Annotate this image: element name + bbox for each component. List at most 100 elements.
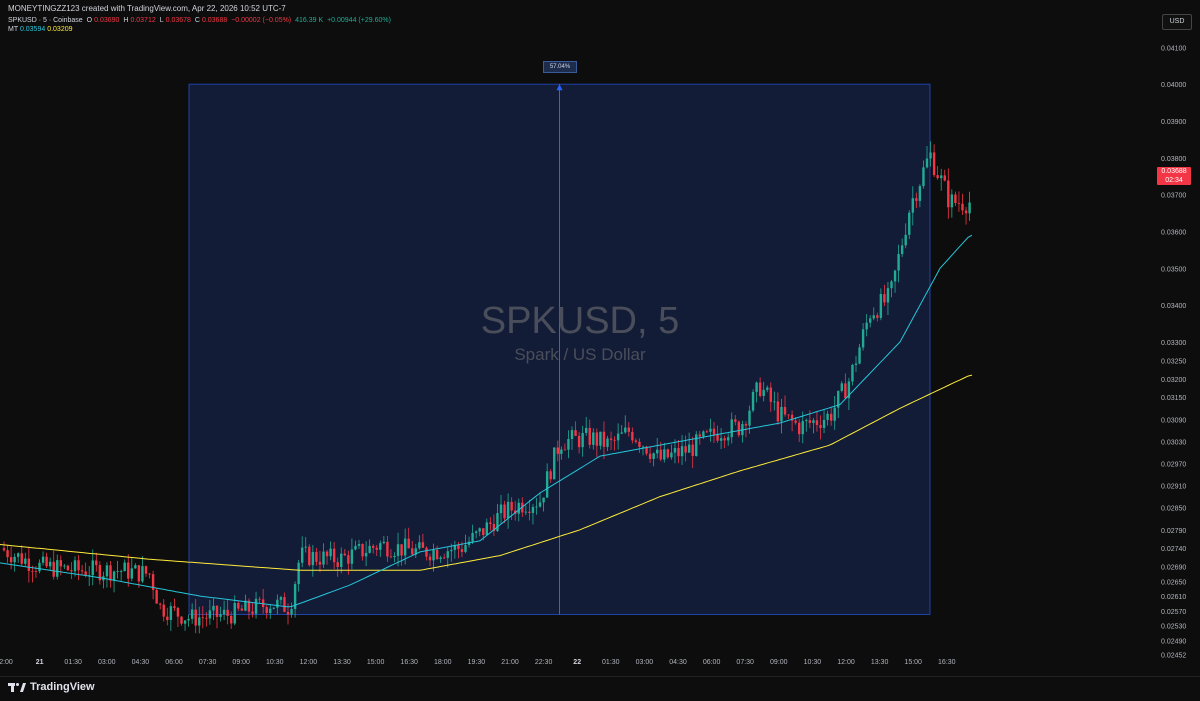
candle-body [577,435,581,448]
close-label: C [194,17,200,24]
candle-body [446,551,449,558]
candle-body [219,614,222,617]
candle-body [744,424,748,426]
x-axis-tick-label: 22 [573,659,581,666]
candle-body [876,315,879,318]
candle-body [361,544,364,557]
y-axis-tick-label: 0.02530 [1161,624,1186,631]
candle-body [329,548,332,557]
candle-body [563,449,567,451]
candle-body [382,541,386,544]
candle-body [357,544,361,546]
candle-body [496,513,499,532]
currency-button[interactable]: USD [1162,14,1192,30]
x-axis-tick-label: 18:00 [434,659,452,666]
candle-body [105,565,109,577]
x-axis-tick-label: 09:00 [232,659,250,666]
candle-body [251,611,254,614]
x-axis-tick-label: 19:30 [468,659,486,666]
candle-body [524,511,528,513]
candle-body [677,448,680,457]
volume-change-value: +0.00944 (+29.60%) [327,17,391,24]
candle-body [258,598,261,600]
measure-percent-label[interactable]: 57.04% [543,61,577,73]
candle-body [453,545,457,550]
candle-body [240,608,244,611]
candle-body [659,449,662,460]
candle-body [719,438,723,441]
candle-body [602,431,606,447]
candle-body [311,552,315,566]
candle-body [109,565,112,581]
candle-body [908,212,911,235]
candle-body [581,432,584,448]
candle-body [95,560,98,566]
ma-slow-value: 0.03209 [47,26,73,33]
candle-body [900,245,904,255]
measure-arrow-head [556,84,563,91]
candle-body [929,152,932,159]
candle-body [52,561,55,577]
y-axis-tick-label: 0.03400 [1161,303,1186,310]
candle-body [77,560,80,571]
candle-body [293,584,297,609]
candle-body [176,607,180,617]
candle-body [840,383,843,391]
y-axis-tick-label: 0.04100 [1161,45,1186,52]
candle-body [585,427,588,433]
candle-body [13,556,16,563]
candle-body [372,545,375,548]
candle-body [194,609,197,626]
candle-body [66,565,70,571]
candle-body [244,600,247,611]
candle-body [773,401,776,403]
candle-body [805,420,808,422]
y-axis-tick-label: 0.03900 [1161,119,1186,126]
candle-body [411,548,414,555]
indicator-label: MT [8,26,18,33]
candle-body [638,441,641,447]
candle-body [56,560,59,577]
x-axis-tick-label: 06:00 [703,659,721,666]
candle-body [712,428,716,435]
candle-body [829,413,833,421]
ma-fast-line [0,234,973,608]
candle-body [212,605,215,611]
candle-body [48,561,52,567]
y-axis-tick-label: 0.02570 [1161,609,1186,616]
candle-body [680,446,684,457]
y-axis-tick-label: 0.03700 [1161,193,1186,200]
chart-header: MONEYTINGZZ123 created with TradingView.… [0,0,1200,40]
candle-body [144,566,148,574]
candle-body [663,449,666,460]
y-axis-tick-label: 0.02740 [1161,546,1186,553]
candle-body [766,387,769,390]
candle-body [893,270,897,282]
y-axis-tick-label: 0.02610 [1161,594,1186,601]
indicator-legend[interactable]: MT 0.03594 0.03209 [8,26,73,33]
candle-body [336,562,339,567]
candle-body [205,617,208,619]
candle-body [439,557,442,560]
candle-body [801,421,804,435]
candle-body [925,158,929,168]
candle-body [854,363,858,365]
candle-body [886,288,890,303]
candle-body [592,432,595,445]
candle-body [709,428,712,432]
tradingview-logo[interactable]: TradingView [8,681,95,693]
candle-body [24,558,27,564]
symbol-line[interactable]: SPKUSD · 5 · Coinbase [8,17,83,24]
y-axis-tick-label: 0.02452 [1161,652,1186,659]
x-axis-tick-label: 09:00 [770,659,788,666]
candle-body [418,542,421,549]
candle-body [31,570,34,572]
ohlc-legend[interactable]: SPKUSD · 5 · Coinbase O 0.03690 H 0.03712 … [8,17,393,24]
candle-body [450,549,453,552]
candle-body [141,566,144,582]
price-chart[interactable]: 0.04100 0.04000 0.03900 0.03800 0.03700 0.036… [0,0,1200,676]
candle-body [375,547,378,550]
x-axis-tick-label: 21:00 [501,659,519,666]
y-axis-tick-label: 0.03800 [1161,156,1186,163]
candle-body [98,565,102,581]
